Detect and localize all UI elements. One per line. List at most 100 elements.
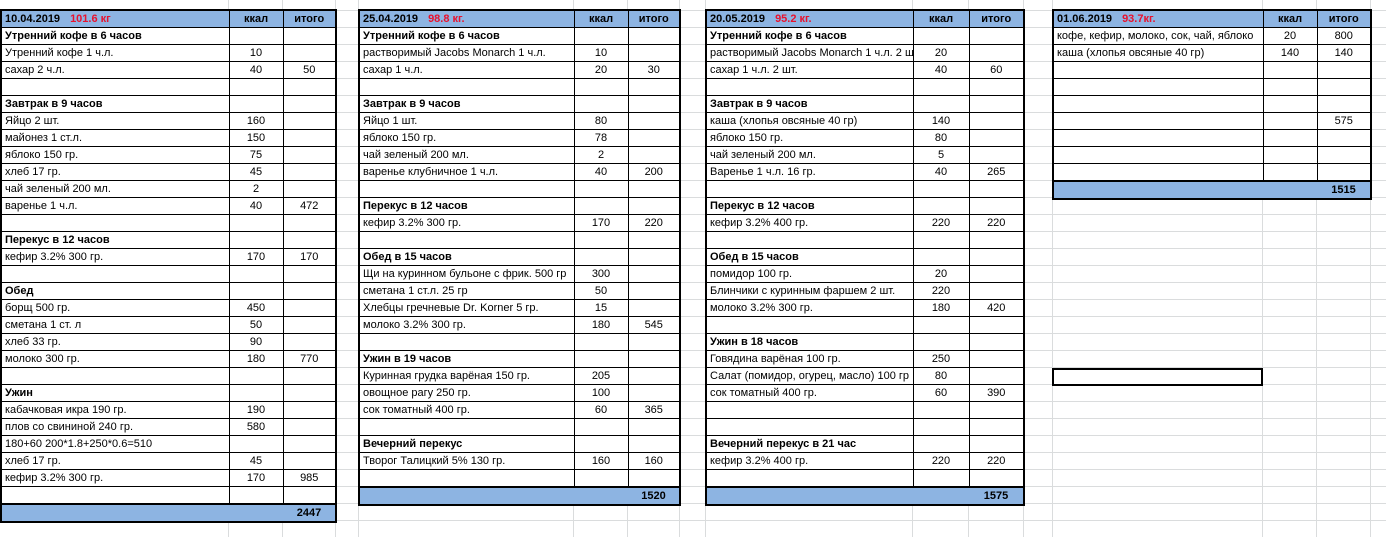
kcal-cell[interactable]: [228, 384, 284, 402]
kcal-cell[interactable]: [228, 486, 284, 505]
item-cell[interactable]: Перекус в 12 часов: [358, 197, 575, 215]
item-cell[interactable]: Ужин: [0, 384, 230, 402]
item-cell[interactable]: [1052, 112, 1264, 130]
item-cell[interactable]: Салат (помидор, огурец, масло) 100 гр: [705, 367, 914, 385]
item-cell[interactable]: Вечерний перекус: [358, 435, 575, 453]
item-cell[interactable]: варенье 1 ч.л.: [0, 197, 230, 215]
item-cell[interactable]: [1052, 129, 1264, 147]
kcal-cell[interactable]: [228, 95, 284, 113]
kcal-cell[interactable]: 50: [573, 282, 629, 300]
kcal-cell[interactable]: 75: [228, 146, 284, 164]
kcal-cell[interactable]: 60: [573, 401, 629, 419]
kcal-cell[interactable]: [573, 95, 629, 113]
total-row-cell[interactable]: [706, 486, 913, 506]
item-cell[interactable]: варенье клубничное 1 ч.л.: [358, 163, 575, 181]
total-cell[interactable]: [968, 180, 1025, 198]
kcal-header[interactable]: ккал: [228, 9, 284, 28]
total-cell[interactable]: [282, 231, 337, 249]
total-header[interactable]: итого: [968, 9, 1025, 28]
kcal-cell[interactable]: 40: [228, 197, 284, 215]
item-cell[interactable]: [0, 486, 230, 505]
total-row-cell[interactable]: [1053, 180, 1263, 200]
total-cell[interactable]: [282, 78, 337, 96]
total-row-cell[interactable]: [1263, 180, 1317, 200]
header-cell[interactable]: 25.04.2019 98.8 кг.: [358, 9, 575, 28]
kcal-cell[interactable]: 90: [228, 333, 284, 351]
total-cell[interactable]: 50: [282, 61, 337, 79]
item-cell[interactable]: каша (хлопья овсяные 40 гр): [1052, 44, 1264, 62]
item-cell[interactable]: овощное рагу 250 гр.: [358, 384, 575, 402]
kcal-cell[interactable]: 10: [573, 44, 629, 62]
item-cell[interactable]: чай зеленый 200 мл.: [0, 180, 230, 198]
kcal-cell[interactable]: [228, 367, 284, 385]
item-cell[interactable]: [1052, 95, 1264, 113]
total-cell[interactable]: [627, 282, 681, 300]
item-cell[interactable]: [705, 316, 914, 334]
total-cell[interactable]: 545: [627, 316, 681, 334]
total-cell[interactable]: [968, 197, 1025, 215]
total-cell[interactable]: 60: [968, 61, 1025, 79]
item-cell[interactable]: [0, 265, 230, 283]
kcal-cell[interactable]: 40: [912, 163, 970, 181]
total-cell[interactable]: [1316, 95, 1372, 113]
kcal-cell[interactable]: 78: [573, 129, 629, 147]
total-cell[interactable]: 220: [627, 214, 681, 232]
kcal-cell[interactable]: [912, 231, 970, 249]
total-cell[interactable]: 985: [282, 469, 337, 487]
item-cell[interactable]: сахар 2 ч.л.: [0, 61, 230, 79]
kcal-cell[interactable]: 15: [573, 299, 629, 317]
total-cell[interactable]: [627, 129, 681, 147]
total-cell[interactable]: 160: [627, 452, 681, 470]
total-cell[interactable]: 220: [968, 214, 1025, 232]
kcal-cell[interactable]: [912, 333, 970, 351]
kcal-cell[interactable]: [228, 27, 284, 45]
item-cell[interactable]: Утренний кофе в 6 часов: [358, 27, 575, 45]
item-cell[interactable]: Утренний кофе в 6 часов: [0, 27, 230, 45]
total-cell[interactable]: [282, 367, 337, 385]
kcal-cell[interactable]: [912, 316, 970, 334]
total-cell[interactable]: [282, 129, 337, 147]
kcal-cell[interactable]: 100: [573, 384, 629, 402]
item-cell[interactable]: сок томатный 400 гр.: [705, 384, 914, 402]
total-header[interactable]: итого: [1316, 9, 1372, 28]
total-cell[interactable]: [1316, 146, 1372, 164]
item-cell[interactable]: яблоко 150 гр.: [358, 129, 575, 147]
item-cell[interactable]: 180+60 200*1.8+250*0.6=510: [0, 435, 230, 453]
item-cell[interactable]: [358, 180, 575, 198]
kcal-cell[interactable]: 220: [912, 214, 970, 232]
total-cell[interactable]: [627, 112, 681, 130]
kcal-cell[interactable]: [1262, 95, 1318, 113]
kcal-cell[interactable]: 160: [228, 112, 284, 130]
total-cell[interactable]: [282, 435, 337, 453]
kcal-cell[interactable]: [573, 350, 629, 368]
total-cell[interactable]: [282, 486, 337, 505]
total-cell[interactable]: [282, 452, 337, 470]
total-cell[interactable]: [968, 350, 1025, 368]
total-cell[interactable]: 30: [627, 61, 681, 79]
item-cell[interactable]: молоко 3.2% 300 гр.: [358, 316, 575, 334]
total-row-cell[interactable]: [1, 503, 229, 523]
kcal-cell[interactable]: 80: [912, 367, 970, 385]
item-cell[interactable]: [0, 367, 230, 385]
item-cell[interactable]: [705, 78, 914, 96]
item-cell[interactable]: Творог Талицкий 5% 130 гр.: [358, 452, 575, 470]
kcal-cell[interactable]: [912, 95, 970, 113]
item-cell[interactable]: Яйцо 2 шт.: [0, 112, 230, 130]
kcal-cell[interactable]: 40: [228, 61, 284, 79]
item-cell[interactable]: чай зеленый 200 мл.: [358, 146, 575, 164]
kcal-cell[interactable]: [912, 401, 970, 419]
kcal-cell[interactable]: [1262, 112, 1318, 130]
kcal-cell[interactable]: [573, 231, 629, 249]
total-row-cell[interactable]: [913, 486, 969, 506]
kcal-cell[interactable]: 300: [573, 265, 629, 283]
item-cell[interactable]: Утренний кофе 1 ч.л.: [0, 44, 230, 62]
total-cell[interactable]: [282, 265, 337, 283]
kcal-cell[interactable]: [912, 27, 970, 45]
total-cell[interactable]: [282, 282, 337, 300]
kcal-cell[interactable]: [912, 78, 970, 96]
item-cell[interactable]: кабачковая икра 190 гр.: [0, 401, 230, 419]
total-cell[interactable]: [282, 316, 337, 334]
item-cell[interactable]: [358, 78, 575, 96]
total-cell[interactable]: [282, 299, 337, 317]
grand-total[interactable]: 1515: [1317, 180, 1371, 200]
